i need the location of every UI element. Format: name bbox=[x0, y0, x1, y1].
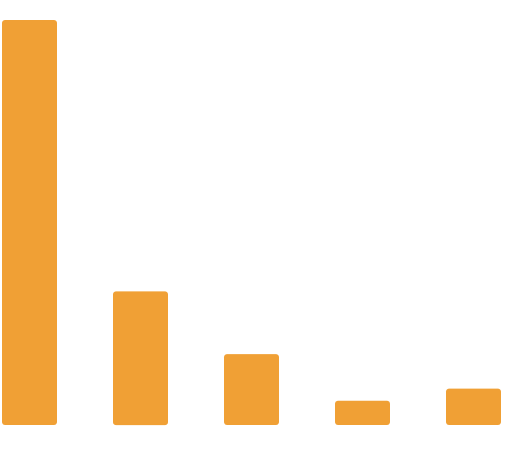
bar-4 bbox=[335, 400, 390, 425]
bar-3 bbox=[224, 354, 279, 425]
bar-1 bbox=[2, 20, 57, 425]
bars-layer bbox=[2, 20, 501, 426]
bar-5 bbox=[446, 388, 501, 425]
bar-2 bbox=[113, 291, 168, 426]
